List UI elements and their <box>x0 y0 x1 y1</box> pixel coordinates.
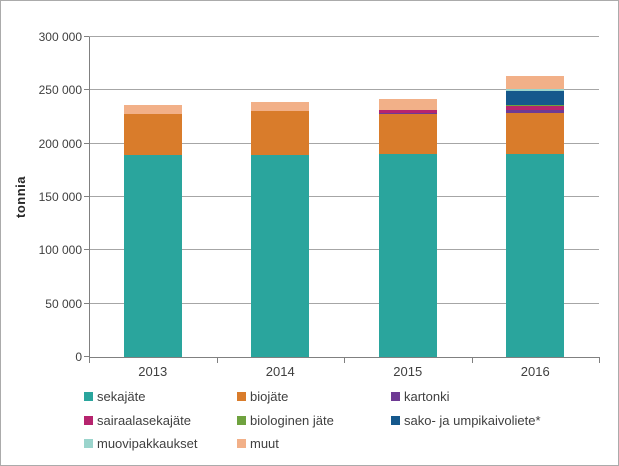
y-tick-mark <box>84 89 89 91</box>
y-tick-label: 250 000 <box>38 83 82 98</box>
bar-segment-bioj-te <box>378 113 437 155</box>
y-tick-mark <box>84 142 89 144</box>
bar-segment-muut <box>506 76 565 89</box>
y-tick-mark <box>84 249 89 251</box>
x-tick-mark <box>216 358 218 363</box>
stacked-bar-2014 <box>251 37 310 357</box>
stacked-bar-2015 <box>378 37 437 357</box>
x-tick-label: 2016 <box>520 364 550 379</box>
bar-segment-sekaj-te <box>506 154 565 357</box>
legend-swatch-icon <box>391 392 400 401</box>
y-gridline <box>89 36 599 37</box>
bar-segment-muut <box>251 102 310 111</box>
legend-item-sekaj-te: sekajäte <box>84 389 145 404</box>
y-tick-mark <box>84 196 89 197</box>
legend-item-muut: muut <box>237 436 279 451</box>
bar-segment-bioj-te <box>506 113 565 155</box>
y-tick-label: 50 000 <box>45 296 82 311</box>
legend-swatch-icon <box>84 415 93 425</box>
bar-segment-muut <box>123 105 182 114</box>
legend-swatch-icon <box>84 392 93 401</box>
y-gridline <box>89 302 599 304</box>
legend-label: biojäte <box>250 389 289 404</box>
y-tick-mark <box>84 36 89 37</box>
y-tick-label: 100 000 <box>38 243 82 258</box>
legend-label: sako- ja umpikaivoliete* <box>404 412 541 428</box>
legend-swatch-icon <box>237 392 246 401</box>
y-tick-mark <box>84 356 89 357</box>
y-tick-label: 150 000 <box>38 190 82 204</box>
legend-swatch-icon <box>391 415 400 425</box>
bar-segment-sako-ja-umpikaivoliete- <box>506 90 565 106</box>
y-gridline <box>89 249 599 251</box>
x-tick-mark <box>599 358 600 363</box>
stacked-bar-2013 <box>123 37 182 357</box>
x-tick-label: 2013 <box>138 364 168 379</box>
bar-segment-biologinen-j-te <box>506 105 565 106</box>
x-tick-mark <box>344 358 345 363</box>
legend-label: sairaalasekajäte <box>97 412 191 428</box>
legend-label: muut <box>250 436 279 451</box>
bar-segment-kartonki <box>506 110 565 114</box>
legend-item-kartonki: kartonki <box>391 389 450 404</box>
x-axis-line <box>89 357 600 358</box>
legend-swatch-icon <box>237 415 246 425</box>
bar-segment-muut <box>378 98 437 111</box>
legend-swatch-icon <box>84 439 93 448</box>
y-gridline <box>89 89 599 91</box>
bar-segment-sairaalasekaj-te <box>378 110 437 113</box>
legend-item-biologinen-j-te: biologinen jäte <box>237 413 334 428</box>
y-gridline <box>89 196 599 197</box>
legend-label: muovipakkaukset <box>97 436 198 451</box>
legend-item-sako-ja-umpikaivoliete-: sako- ja umpikaivoliete* <box>391 413 541 428</box>
legend-item-muovipakkaukset: muovipakkaukset <box>84 436 197 451</box>
y-tick-mark <box>84 302 89 304</box>
y-axis-line <box>89 37 90 358</box>
x-tick-mark <box>471 358 473 363</box>
bar-segment-kartonki <box>378 112 437 114</box>
legend-item-sairaalasekaj-te: sairaalasekajäte <box>84 413 191 428</box>
bar-segment-sairaalasekaj-te <box>506 105 565 111</box>
x-tick-label: 2014 <box>265 364 295 379</box>
bar-segment-sekaj-te <box>378 154 437 357</box>
stacked-bar-2016 <box>506 37 565 357</box>
y-tick-label: 300 000 <box>38 30 82 44</box>
y-gridline <box>89 142 599 144</box>
legend-label: sekajäte <box>97 389 146 404</box>
bar-segment-bioj-te <box>251 110 310 156</box>
legend-item-bioj-te: biojäte <box>237 389 288 404</box>
bar-segment-sekaj-te <box>251 155 310 357</box>
legend-label: kartonki <box>404 389 450 404</box>
y-tick-label: 200 000 <box>38 136 82 151</box>
bar-segment-bioj-te <box>123 113 182 156</box>
x-tick-label: 2015 <box>393 364 423 379</box>
y-tick-label: 0 <box>75 350 82 364</box>
legend-label: biologinen jäte <box>250 412 334 428</box>
bar-segment-sekaj-te <box>123 155 182 357</box>
x-tick-mark <box>89 358 90 363</box>
bar-segment-muovipakkaukset <box>506 88 565 91</box>
legend-swatch-icon <box>237 439 246 448</box>
